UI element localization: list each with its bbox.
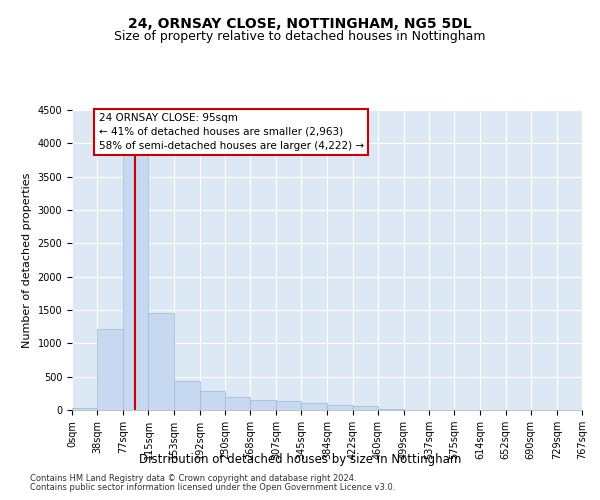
Bar (123, 142, 148, 410)
Text: Distribution of detached houses by size in Nottingham: Distribution of detached houses by size … (139, 452, 461, 466)
Text: Size of property relative to detached houses in Nottingham: Size of property relative to detached ho… (114, 30, 486, 43)
Text: Contains public sector information licensed under the Open Government Licence v3: Contains public sector information licen… (30, 483, 395, 492)
Bar (276, 402, 301, 410)
Bar (200, 390, 225, 410)
Text: 24 ORNSAY CLOSE: 95sqm
← 41% of detached houses are smaller (2,963)
58% of semi-: 24 ORNSAY CLOSE: 95sqm ← 41% of detached… (98, 113, 364, 151)
Bar (97, 328, 123, 410)
Text: Contains HM Land Registry data © Crown copyright and database right 2024.: Contains HM Land Registry data © Crown c… (30, 474, 356, 483)
Text: 24, ORNSAY CLOSE, NOTTINGHAM, NG5 5DL: 24, ORNSAY CLOSE, NOTTINGHAM, NG5 5DL (128, 18, 472, 32)
Bar (301, 404, 328, 410)
Bar (72, 408, 97, 410)
Bar (250, 400, 276, 410)
Bar (148, 312, 174, 410)
Bar (328, 404, 353, 410)
Bar (225, 396, 250, 410)
Y-axis label: Number of detached properties: Number of detached properties (22, 172, 32, 348)
Bar (353, 406, 378, 410)
Bar (174, 382, 200, 410)
